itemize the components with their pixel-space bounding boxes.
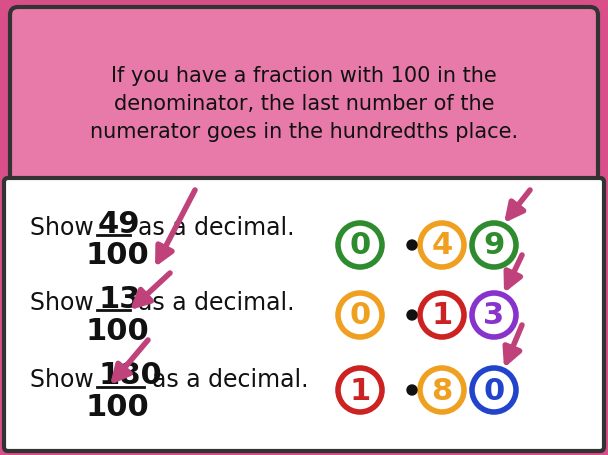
Text: Show: Show bbox=[30, 367, 102, 391]
Circle shape bbox=[472, 293, 516, 337]
Text: 1: 1 bbox=[431, 301, 452, 330]
Text: 13: 13 bbox=[98, 284, 140, 313]
Circle shape bbox=[472, 368, 516, 412]
Text: 8: 8 bbox=[431, 376, 452, 404]
Circle shape bbox=[338, 223, 382, 268]
Text: Show: Show bbox=[30, 216, 102, 239]
Text: 1: 1 bbox=[350, 376, 371, 404]
Text: 100: 100 bbox=[85, 316, 149, 345]
Circle shape bbox=[407, 385, 417, 395]
Circle shape bbox=[338, 368, 382, 412]
Circle shape bbox=[472, 223, 516, 268]
FancyBboxPatch shape bbox=[4, 179, 604, 451]
Text: as a decimal.: as a decimal. bbox=[138, 216, 294, 239]
Text: 9: 9 bbox=[483, 231, 505, 260]
Circle shape bbox=[420, 223, 464, 268]
Text: 0: 0 bbox=[350, 301, 371, 330]
Circle shape bbox=[420, 293, 464, 337]
Text: 3: 3 bbox=[483, 301, 505, 330]
Text: 4: 4 bbox=[431, 231, 452, 260]
FancyBboxPatch shape bbox=[10, 8, 598, 198]
Text: Show: Show bbox=[30, 290, 102, 314]
Text: as a decimal.: as a decimal. bbox=[138, 290, 294, 314]
Text: 0: 0 bbox=[350, 231, 371, 260]
Circle shape bbox=[407, 310, 417, 320]
Circle shape bbox=[420, 368, 464, 412]
Text: 0: 0 bbox=[483, 376, 505, 404]
Text: If you have a fraction with 100 in the
denominator, the last number of the
numer: If you have a fraction with 100 in the d… bbox=[90, 66, 518, 142]
Circle shape bbox=[407, 241, 417, 250]
Text: 180: 180 bbox=[98, 361, 162, 389]
Circle shape bbox=[338, 293, 382, 337]
Text: 100: 100 bbox=[85, 393, 149, 422]
Text: 100: 100 bbox=[85, 241, 149, 270]
Text: 49: 49 bbox=[98, 209, 140, 238]
Text: as a decimal.: as a decimal. bbox=[152, 367, 308, 391]
